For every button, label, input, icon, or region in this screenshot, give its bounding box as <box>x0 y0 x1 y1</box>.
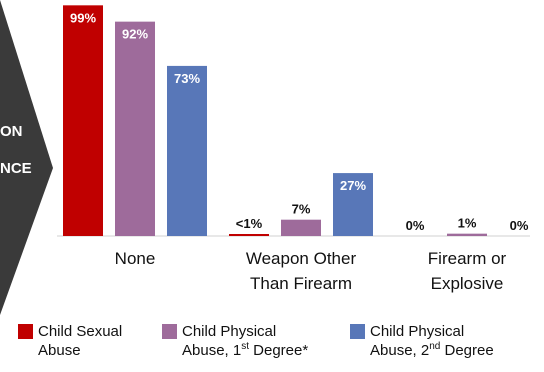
data-label-child-sexual-abuse-weapon-other-than-firearm: <1% <box>236 216 263 231</box>
legend-label-line2: Abuse, 1 <box>182 342 242 359</box>
data-label-child-physical-abuse-1st-degree-weapon-other-than-firearm: 7% <box>292 202 311 217</box>
legend-swatch <box>18 324 33 339</box>
category-label-none: None <box>115 249 156 268</box>
category-label-weapon-other-than-firearm-line2: Than Firearm <box>250 274 352 293</box>
legend-item-child-physical-abuse-2nd: Child Physical Abuse, 2nd Degree <box>350 322 540 362</box>
legend-label-sup: nd <box>429 341 441 352</box>
legend-label-sup: st <box>241 341 249 352</box>
bar-child-physical-abuse-2nd-degree-none <box>167 65 207 236</box>
bars-group: 99% 92% 73% <1% 7% 27% 0% 1% 0% <box>63 5 529 236</box>
legend-label-tail: Degree* <box>249 342 309 359</box>
data-label-child-physical-abuse-1st-degree-none: 92% <box>122 27 148 42</box>
data-label-child-physical-abuse-2nd-degree-weapon-other-than-firearm: 27% <box>340 178 366 193</box>
legend-label-line1: Child Physical <box>182 323 277 340</box>
legend-label-tail: Degree <box>440 342 494 359</box>
data-label-child-physical-abuse-1st-degree-firearm-or-explosive: 1% <box>458 216 477 231</box>
legend-item-child-physical-abuse-1st: Child Physical Abuse, 1st Degree* <box>162 322 342 362</box>
category-label-firearm-or-explosive-line1: Firearm or <box>428 249 507 268</box>
side-banner-arrow <box>0 0 53 315</box>
bar-child-physical-abuse-1st-degree-weapon-other-than-firearm <box>281 219 321 236</box>
data-label-child-sexual-abuse-none: 99% <box>70 10 96 25</box>
legend-label-line2: Abuse, 2 <box>370 342 430 359</box>
side-banner-line-1: ON <box>0 123 23 140</box>
category-label-weapon-other-than-firearm-line1: Weapon Other <box>246 249 357 268</box>
bar-child-physical-abuse-1st-degree-none <box>115 21 155 236</box>
category-labels-group: None Weapon Other Than Firearm Firearm or Ex… <box>115 249 507 293</box>
legend-swatch <box>162 324 177 339</box>
legend-swatch <box>350 324 365 339</box>
legend-label-line1: Child Physical <box>370 323 465 340</box>
legend-item-child-sexual-abuse: Child Sexual Abuse <box>18 322 158 362</box>
data-label-child-sexual-abuse-firearm-or-explosive: 0% <box>406 218 425 233</box>
bar-child-physical-abuse-1st-degree-firearm-or-explosive <box>447 233 487 236</box>
side-banner-line-2: NCE <box>0 160 32 177</box>
category-label-firearm-or-explosive-line2: Explosive <box>431 274 504 293</box>
data-label-child-physical-abuse-2nd-degree-firearm-or-explosive: 0% <box>510 218 529 233</box>
legend-label-line1: Child Sexual <box>38 323 123 340</box>
bar-child-physical-abuse-2nd-degree-weapon-other-than-firearm <box>333 173 373 236</box>
legend-label-line2: Abuse <box>38 342 81 359</box>
bar-child-sexual-abuse-weapon-other-than-firearm <box>229 234 269 236</box>
bar-child-sexual-abuse-none <box>63 5 103 236</box>
data-label-child-physical-abuse-2nd-degree-none: 73% <box>174 71 200 86</box>
